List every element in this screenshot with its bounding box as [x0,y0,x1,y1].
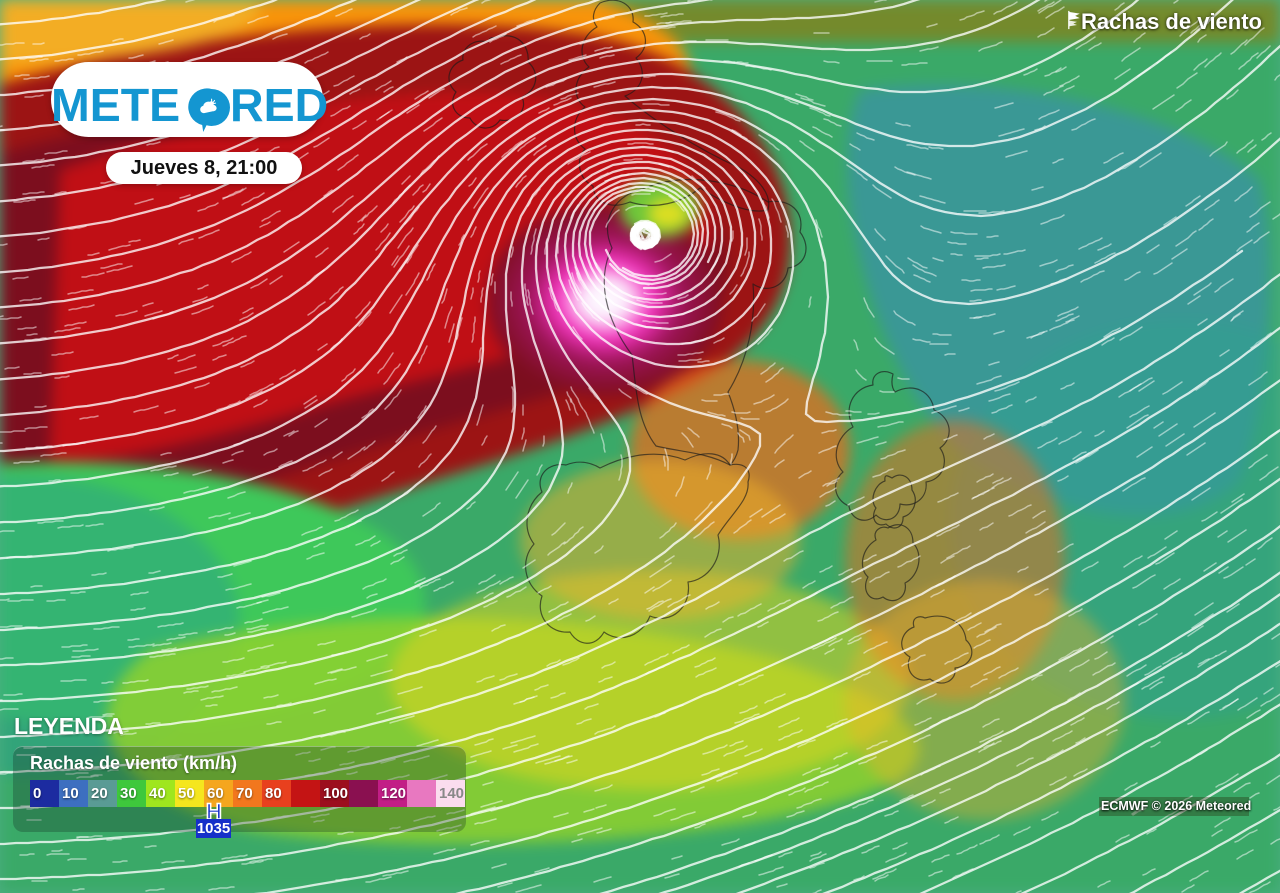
svg-text:METE: METE [51,79,180,131]
svg-text:RED: RED [230,79,328,131]
